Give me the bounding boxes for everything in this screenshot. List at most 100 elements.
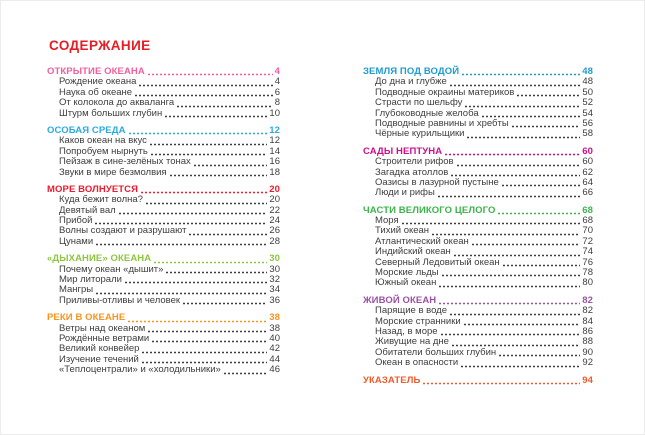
toc-entry-title: Пейзаж в сине-зелёных тонах [59, 156, 191, 168]
toc-entry-title: Цунами [59, 235, 94, 247]
toc-entry-page-number: 14 [269, 145, 280, 157]
toc-section-title: УКАЗАТЕЛЬ [363, 374, 421, 386]
dot-leader [401, 222, 581, 226]
toc-entry-title: Рождённые ветрами [59, 332, 150, 344]
toc-entry-page-number: 20 [269, 194, 280, 206]
toc-entry-page-number: 92 [582, 357, 593, 369]
toc-entry-title: Индийский океан [375, 246, 451, 258]
page-title: СОДЕРЖАНИЕ [49, 38, 151, 53]
toc-entry-title: Обитатели больших глубин [375, 346, 497, 358]
toc-section-title: САДЫ НЕПТУНА [363, 145, 443, 157]
toc-entry: Прибой 24 [47, 215, 280, 226]
toc-entry: Индийский океан 74 [363, 246, 593, 258]
dot-leader [511, 125, 581, 129]
toc-entry-title: Морские странники [375, 315, 461, 327]
toc-entry: Северный Ледовитый океан 76 [363, 256, 593, 268]
toc-entry-page-number: 72 [582, 235, 593, 247]
toc-entry-title: Парящие в воде [375, 305, 448, 317]
toc-entry-title: Оазисы в лазурной пустыне [375, 176, 499, 188]
toc-entry: Загадка атоллов 62 [363, 166, 593, 178]
dot-leader [439, 284, 581, 288]
toc-entry: Атлантический океан 72 [363, 235, 593, 247]
toc-section: ЖИВОЙ ОКЕАН 82 Парящие в воде 82 Морские… [363, 295, 593, 369]
toc-entry: Обитатели больших глубин 90 [363, 346, 593, 358]
toc-entry-title: Волны создают и разрушают [59, 225, 187, 237]
toc-entry-page-number: 30 [269, 263, 280, 275]
toc-entry: Великий конвейер 42 [47, 343, 280, 355]
toc-entry: Живущие на дне 88 [363, 336, 593, 347]
toc-entry-title: Загадка атоллов [375, 166, 449, 178]
toc-section-header: ЗЕМЛЯ ПОД ВОДОЙ 48 [363, 66, 593, 77]
toc-section: ОТКРЫТИЕ ОКЕАНА 4 Рождение океана 4 Наук… [47, 66, 280, 119]
toc-section-page-number: 4 [274, 66, 280, 77]
toc-section: ЧАСТИ ВЕЛИКОГО ЦЕЛОГО 68 Моря 68 Тихий о… [363, 205, 593, 289]
toc-entry: Каков океан на вкус 12 [47, 135, 280, 146]
toc-entry-page-number: 46 [269, 364, 280, 376]
toc-column-right: ЗЕМЛЯ ПОД ВОДОЙ 48 До дна и глубже 48 По… [363, 66, 593, 386]
toc-entry-title: До дна и глубже [375, 76, 447, 88]
toc-entry-title: От колокола до акваланга [59, 97, 175, 109]
toc-section-items: Парящие в воде 82 Морские странники 84 Н… [363, 305, 593, 369]
dot-leader [467, 135, 581, 139]
dot-leader [149, 142, 268, 146]
dot-leader [517, 94, 581, 98]
toc-entry-title: Подводные окраины материков [375, 86, 515, 98]
toc-entry: Океан в опасности 92 [363, 357, 593, 369]
toc-entry-page-number: 28 [269, 235, 280, 247]
toc-entry-page-number: 6 [274, 86, 280, 98]
dot-leader [501, 184, 581, 188]
toc-entry: Попробуем нырнуть 14 [47, 145, 280, 157]
toc-entry-page-number: 58 [582, 128, 593, 140]
dot-leader [502, 264, 581, 268]
toc-entry-title: Чёрные курильщики [375, 128, 465, 140]
toc-entry-title: Северный Ледовитый океан [375, 256, 500, 268]
toc-entry-title: «Теплоцентрали» и «холодильники» [59, 364, 221, 376]
toc-entry-title: Моря [375, 215, 399, 227]
toc-entry-title: Великий конвейер [59, 343, 140, 355]
toc-entry-page-number: 56 [582, 117, 593, 129]
toc-section-items: Почему океан «дышит» 30 Мир литорали 32 … [47, 263, 280, 307]
dot-leader [481, 114, 581, 118]
toc-entry: Глубоководные желоба 54 [363, 107, 593, 119]
toc-section-items: Куда бежит волна? 20 Девятый вал 22 Приб… [47, 194, 280, 247]
toc-entry: Наука об океане 6 [47, 86, 280, 98]
dot-leader [141, 191, 268, 195]
toc-entry-page-number: 74 [582, 246, 593, 258]
toc-column-left: ОТКРЫТИЕ ОКЕАНА 4 Рождение океана 4 Наук… [47, 66, 280, 376]
toc-entry-page-number: 54 [582, 107, 593, 119]
dot-leader [169, 173, 268, 177]
toc-entry: Моря 68 [363, 215, 593, 227]
toc-entry-page-number: 34 [269, 284, 280, 296]
toc-section: ОСОБАЯ СРЕДА 12 Каков океан на вкус 12 П… [47, 124, 280, 178]
toc-entry-page-number: 60 [582, 156, 593, 168]
dot-leader [189, 232, 268, 236]
toc-entry-page-number: 52 [582, 97, 593, 109]
toc-section-page-number: 38 [269, 312, 280, 324]
toc-section-header: «ДЫХАНИЕ» ОКЕАНА 30 [47, 253, 280, 264]
toc-entry-title: Тихий океан [375, 225, 430, 237]
toc-entry: Парящие в воде 82 [363, 305, 593, 317]
toc-entry: Звуки в мире безмолвия 18 [47, 167, 280, 178]
toc-entry: Чёрные курильщики 58 [363, 128, 593, 140]
dot-leader [145, 201, 268, 205]
toc-entry-title: Морские льды [375, 267, 439, 279]
dot-leader [135, 94, 273, 98]
toc-entry: Мир литорали 32 [47, 274, 280, 285]
dot-leader [147, 73, 273, 77]
toc-section: МОРЕ ВОЛНУЕТСЯ 20 Куда бежит волна? 20 Д… [47, 184, 280, 247]
dot-leader [128, 319, 268, 323]
toc-entry-page-number: 38 [269, 322, 280, 334]
toc-entry: Почему океан «дышит» 30 [47, 263, 280, 275]
toc-section-items: Рождение океана 4 Наука об океане 6 От к… [47, 76, 280, 119]
dot-leader [471, 243, 581, 247]
toc-entry-page-number: 44 [269, 353, 280, 365]
toc-entry: Рождённые ветрами 40 [47, 332, 280, 344]
toc-entry: «Теплоцентрали» и «холодильники» 46 [47, 364, 280, 376]
toc-section: САДЫ НЕПТУНА 60 Строители рифов 60 Загад… [363, 145, 593, 199]
dot-leader [148, 329, 268, 333]
toc-entry: Приливы-отливы и человек 36 [47, 295, 280, 306]
toc-section-title: ОСОБАЯ СРЕДА [47, 124, 126, 136]
dot-leader [463, 322, 581, 326]
toc-entry-title: Рождение океана [59, 76, 137, 88]
toc-section-title: ЗЕМЛЯ ПОД ВОДОЙ [363, 66, 460, 77]
